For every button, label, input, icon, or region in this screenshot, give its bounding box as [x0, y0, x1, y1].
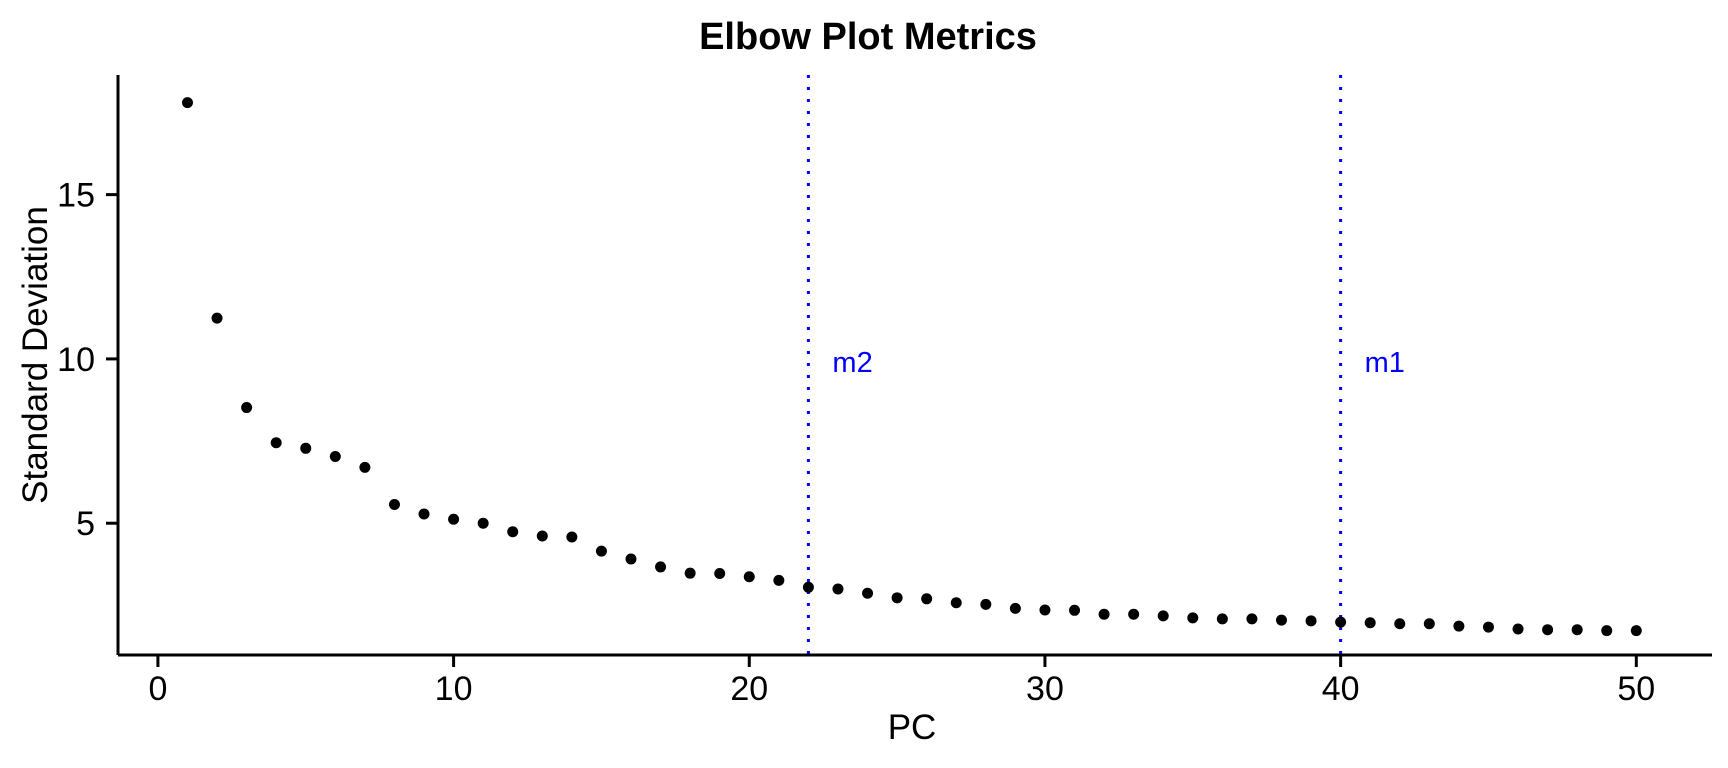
data-point — [743, 571, 755, 583]
data-point — [1216, 613, 1228, 625]
y-axis-label: Standard Deviation — [16, 206, 55, 504]
data-point — [595, 545, 607, 557]
data-point — [270, 437, 282, 449]
data-point — [536, 530, 548, 542]
data-point — [1305, 615, 1317, 627]
data-point — [684, 567, 696, 579]
data-point — [980, 598, 992, 610]
data-point — [388, 498, 400, 510]
data-point — [1157, 610, 1169, 622]
y-tick-label: 15 — [57, 177, 95, 215]
data-point — [1364, 617, 1376, 629]
data-point — [1571, 624, 1583, 636]
data-point — [950, 597, 962, 609]
y-tick-label: 10 — [57, 341, 95, 379]
x-tick-label: 40 — [1322, 670, 1360, 708]
data-point — [211, 312, 223, 324]
data-point — [1394, 618, 1406, 630]
data-point — [921, 593, 933, 605]
chart-title: Elbow Plot Metrics — [699, 16, 1037, 58]
data-point — [1335, 616, 1347, 628]
x-tick-label: 0 — [148, 670, 167, 708]
x-tick-label: 50 — [1617, 670, 1655, 708]
data-point — [832, 583, 844, 595]
data-point — [1601, 625, 1613, 637]
data-point — [1246, 613, 1258, 625]
data-point — [891, 592, 903, 604]
data-point — [1542, 624, 1554, 636]
data-point — [1512, 623, 1524, 635]
data-point — [802, 581, 814, 593]
data-point — [300, 442, 312, 454]
data-point — [477, 517, 489, 529]
data-point — [1453, 620, 1465, 632]
data-point — [862, 587, 874, 599]
data-point — [1128, 608, 1140, 620]
data-point — [1009, 602, 1021, 614]
data-point — [1482, 621, 1494, 633]
vline-label-m2: m2 — [832, 347, 872, 379]
data-point — [448, 513, 460, 525]
x-tick-label: 10 — [435, 670, 473, 708]
data-point — [1423, 618, 1435, 630]
y-tick-label: 5 — [76, 505, 95, 543]
data-point — [359, 461, 371, 473]
data-point — [714, 568, 726, 580]
data-point — [1069, 604, 1081, 616]
data-point — [1098, 608, 1110, 620]
data-point — [625, 553, 637, 565]
data-point — [507, 526, 519, 538]
data-point — [566, 531, 578, 543]
vline-label-m1: m1 — [1365, 347, 1405, 379]
data-point — [1630, 625, 1642, 637]
data-point — [1187, 612, 1199, 624]
data-point — [1039, 604, 1051, 616]
data-point — [1275, 614, 1287, 626]
data-point — [773, 574, 785, 586]
x-axis-label: PC — [887, 708, 937, 747]
data-point — [418, 508, 430, 520]
data-point — [241, 402, 253, 414]
x-tick-label: 30 — [1026, 670, 1064, 708]
data-point — [655, 561, 667, 573]
x-tick-label: 20 — [730, 670, 768, 708]
data-point — [181, 97, 193, 109]
data-point — [329, 451, 341, 463]
